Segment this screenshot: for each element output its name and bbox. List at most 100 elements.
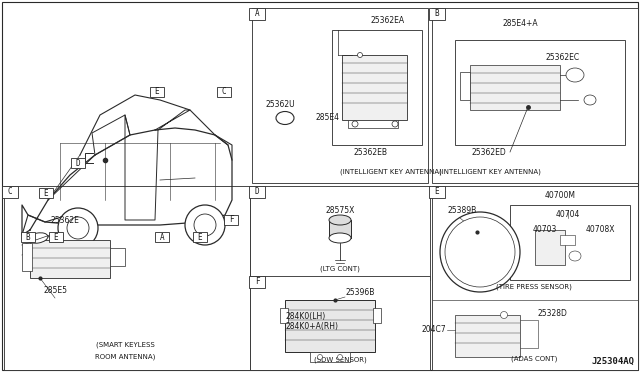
Text: D: D — [255, 187, 259, 196]
Ellipse shape — [329, 233, 351, 243]
Bar — [510, 205, 630, 280]
Bar — [432, 8, 638, 183]
Text: A: A — [255, 10, 259, 19]
Ellipse shape — [28, 233, 48, 243]
Ellipse shape — [329, 215, 351, 225]
Circle shape — [194, 214, 216, 236]
Text: E: E — [155, 87, 159, 96]
Bar — [2, 186, 18, 198]
Bar — [49, 232, 63, 242]
Text: 284K0+A(RH): 284K0+A(RH) — [285, 323, 338, 331]
Text: 204C7: 204C7 — [421, 326, 446, 334]
Ellipse shape — [276, 112, 294, 125]
Ellipse shape — [352, 121, 358, 127]
Bar — [249, 276, 265, 288]
Bar — [455, 40, 625, 145]
Bar — [432, 186, 638, 370]
Text: D: D — [76, 158, 80, 167]
Bar — [249, 9, 265, 20]
Bar — [455, 315, 520, 357]
Circle shape — [58, 208, 98, 248]
Text: (ADAS CONT): (ADAS CONT) — [511, 356, 557, 362]
Text: (LTG CONT): (LTG CONT) — [320, 266, 360, 272]
Ellipse shape — [566, 68, 584, 82]
Text: 28575X: 28575X — [325, 206, 355, 215]
Bar — [30, 240, 110, 278]
Text: C: C — [221, 87, 227, 96]
Ellipse shape — [392, 121, 398, 127]
Bar — [217, 87, 231, 97]
Ellipse shape — [358, 52, 362, 58]
Bar — [310, 352, 350, 362]
Text: 25362ED: 25362ED — [472, 148, 507, 157]
Ellipse shape — [337, 355, 342, 359]
Bar — [155, 232, 169, 242]
Text: (SMART KEYLESS: (SMART KEYLESS — [95, 341, 154, 348]
Text: F: F — [228, 215, 234, 224]
Text: E: E — [435, 187, 439, 196]
Bar — [39, 188, 53, 198]
Bar — [150, 87, 164, 97]
Text: (SDW SENSOR): (SDW SENSOR) — [314, 356, 366, 363]
Text: 40708X: 40708X — [585, 225, 615, 234]
Bar — [332, 30, 422, 145]
Ellipse shape — [584, 95, 596, 105]
Text: F: F — [255, 278, 259, 286]
Text: 25362EC: 25362EC — [546, 53, 580, 62]
Text: (TIRE PRESS SENSOR): (TIRE PRESS SENSOR) — [496, 283, 572, 290]
Text: 25362E: 25362E — [51, 216, 79, 225]
Text: (INTELLIGENT KEY ANTENNA): (INTELLIGENT KEY ANTENNA) — [439, 169, 541, 175]
Bar — [250, 276, 430, 370]
Text: 25389B: 25389B — [447, 206, 476, 215]
Bar — [280, 308, 288, 323]
Bar — [329, 220, 351, 238]
Circle shape — [67, 217, 89, 239]
Text: E: E — [44, 189, 48, 198]
Ellipse shape — [569, 251, 581, 261]
Text: ROOM ANTENNA): ROOM ANTENNA) — [95, 353, 155, 360]
Circle shape — [445, 217, 515, 287]
Text: B: B — [435, 10, 439, 19]
Text: J25304AQ: J25304AQ — [591, 357, 634, 366]
Circle shape — [440, 212, 520, 292]
Circle shape — [185, 205, 225, 245]
Bar — [460, 72, 470, 100]
Bar — [249, 186, 265, 198]
Bar — [342, 55, 407, 120]
Bar — [560, 235, 575, 245]
Bar — [429, 9, 445, 20]
Text: 25362EB: 25362EB — [353, 148, 387, 157]
Bar — [252, 8, 428, 183]
Text: 285E4+A: 285E4+A — [502, 19, 538, 28]
Text: E: E — [198, 232, 202, 241]
Text: 285E5: 285E5 — [43, 286, 67, 295]
Text: 40704: 40704 — [556, 210, 580, 219]
Bar — [250, 186, 430, 280]
Bar — [193, 232, 207, 242]
Bar — [4, 186, 250, 370]
Bar — [470, 65, 560, 110]
Bar — [110, 248, 125, 266]
Text: 25328D: 25328D — [538, 309, 568, 318]
Text: C: C — [8, 187, 12, 196]
Text: 285E4: 285E4 — [315, 113, 339, 122]
Text: A: A — [160, 232, 164, 241]
Text: (INTELLIGENT KEY ANTENNA): (INTELLIGENT KEY ANTENNA) — [340, 169, 442, 175]
Bar — [71, 158, 85, 168]
Bar — [21, 232, 35, 242]
Text: 25396B: 25396B — [345, 288, 374, 297]
Ellipse shape — [317, 355, 323, 359]
Bar — [224, 215, 238, 225]
Bar — [429, 186, 445, 198]
Text: 40700M: 40700M — [545, 191, 575, 200]
Bar — [348, 120, 398, 128]
Bar — [22, 243, 32, 271]
Text: E: E — [54, 232, 58, 241]
Text: 40703: 40703 — [533, 225, 557, 234]
Ellipse shape — [500, 311, 508, 318]
Bar — [373, 308, 381, 323]
Text: 284K0(LH): 284K0(LH) — [285, 311, 325, 321]
Bar — [520, 320, 538, 348]
Text: 25362EA: 25362EA — [371, 16, 405, 25]
Text: 25362U: 25362U — [265, 100, 295, 109]
